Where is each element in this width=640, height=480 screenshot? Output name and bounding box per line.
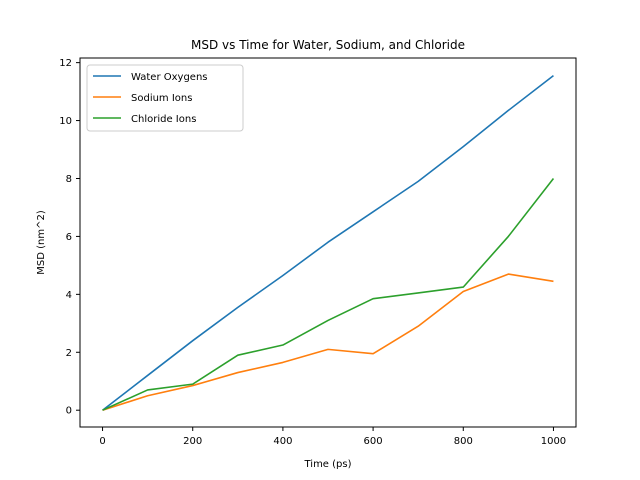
x-tick-label: 600 [364, 436, 383, 447]
plot-frame [79, 57, 577, 428]
x-tick-label: 800 [454, 436, 473, 447]
x-axis: 0 200 400 600 800 1000 [99, 427, 566, 447]
y-tick-label: 0 [66, 406, 72, 417]
chart-title: MSD vs Time for Water, Sodium, and Chlor… [191, 38, 465, 52]
series-line-chloride-ions [102, 177, 555, 411]
y-tick-label: 10 [59, 116, 72, 127]
y-tick-label: 4 [66, 290, 72, 301]
x-tick-label: 1000 [541, 436, 566, 447]
y-tick-label: 2 [66, 348, 72, 359]
x-tick-label: 200 [183, 436, 202, 447]
y-axis: 0 2 4 6 8 10 12 [59, 58, 80, 417]
legend-label-sodium-ions: Sodium Ions [131, 93, 192, 104]
series-layer [102, 75, 555, 411]
x-axis-label: Time (ps) [303, 459, 351, 470]
y-tick-label: 12 [59, 58, 72, 69]
y-tick-label: 6 [66, 232, 72, 243]
x-tick-label: 0 [99, 436, 105, 447]
legend-label-chloride-ions: Chloride Ions [131, 114, 196, 125]
legend-box [86, 64, 244, 132]
x-tick-label: 400 [273, 436, 292, 447]
series-line-water-oxygens [102, 75, 554, 411]
legend: Water Oxygens Sodium Ions Chloride Ions [86, 64, 244, 132]
legend-label-water-oxygens: Water Oxygens [131, 72, 208, 83]
y-tick-label: 8 [66, 174, 72, 185]
y-axis-label: MSD (nm^2) [36, 210, 47, 275]
series-line-sodium-ions [102, 273, 554, 411]
